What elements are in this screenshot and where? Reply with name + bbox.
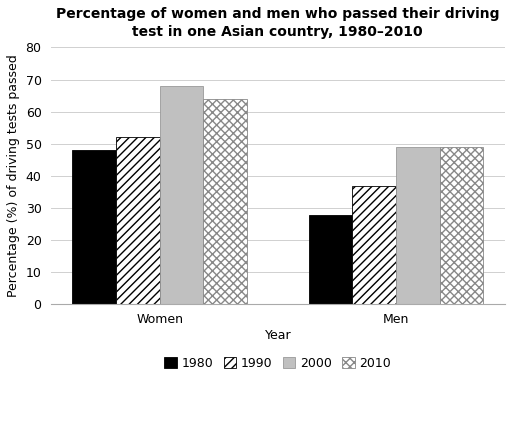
Bar (396, 147, 440, 304)
Bar (203, 99, 247, 304)
Y-axis label: Percentage (%) of driving tests passed: Percentage (%) of driving tests passed (7, 55, 20, 297)
Bar (116, 137, 160, 304)
Bar (72, 150, 116, 304)
X-axis label: Year: Year (265, 329, 291, 342)
Legend: 1980, 1990, 2000, 2010: 1980, 1990, 2000, 2010 (159, 352, 396, 375)
Title: Percentage of women and men who passed their driving
test in one Asian country, : Percentage of women and men who passed t… (56, 7, 500, 39)
Bar (160, 86, 203, 304)
Bar (309, 214, 352, 304)
Bar (352, 186, 396, 304)
Bar (440, 147, 483, 304)
